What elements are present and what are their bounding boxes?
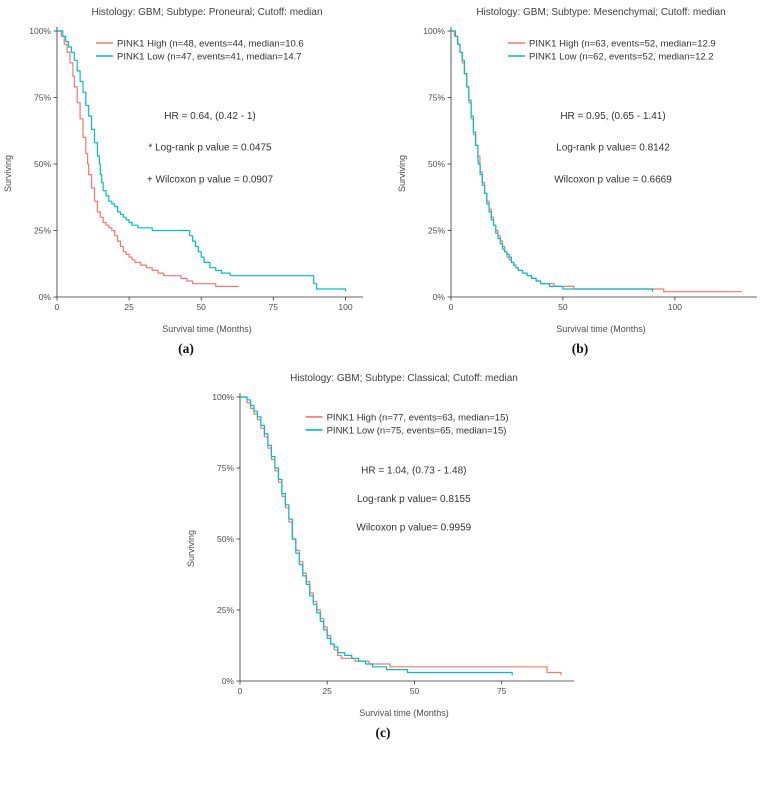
y-tick-label: 100% — [29, 26, 51, 36]
y-axis-label-a: Surviving — [3, 154, 13, 192]
km-curve-low — [240, 396, 513, 676]
chart-title-c: Histology: GBM; Subtype: Classical; Cuto… — [290, 373, 518, 384]
stats-line-2: Wilcoxon p value = 0.6669 — [554, 175, 672, 186]
y-axis-label-b: Surviving — [397, 154, 407, 192]
y-tick-label: 25% — [428, 226, 445, 236]
plot-area-a: Surviving 0% 25% 50% 75% 100% 0 25 50 75 100 PINK1… — [3, 23, 369, 323]
stats-line-1: Log-rank p value= 0.8155 — [357, 494, 471, 505]
km-curve-low — [451, 30, 654, 292]
bottom-row: Histology: GBM; Subtype: Classical; Cuto… — [0, 373, 766, 741]
x-tick-label: 75 — [497, 686, 507, 696]
panel-a: Histology: GBM; Subtype: Proneural; Cuto… — [3, 7, 369, 357]
km-curve-high — [451, 30, 742, 293]
y-tick-label: 25% — [217, 605, 234, 615]
x-tick-label: 50 — [410, 686, 420, 696]
y-tick-label: 0% — [433, 292, 446, 302]
stats-line-1: * Log-rank p value = 0.0475 — [148, 143, 272, 154]
plot-area-b: Surviving 0% 25% 50% 75% 100% 0 50 100 PINK1 Hig… — [397, 23, 763, 323]
y-tick-label: 0% — [39, 292, 52, 302]
x-tick-label: 75 — [269, 302, 279, 312]
legend-label-1: PINK1 Low (n=75, events=65, median=15) — [327, 425, 507, 436]
y-tick-label: 50% — [217, 534, 234, 544]
stats-line-0: HR = 0.64, (0.42 - 1) — [164, 111, 255, 122]
x-tick-label: 25 — [124, 302, 134, 312]
legend-label-0: PINK1 High (n=63, events=52, median=12.9 — [529, 39, 716, 50]
survival-plot-b: 0% 25% 50% 75% 100% 0 50 100 PINK1 High (n=63, e… — [423, 26, 757, 312]
x-tick-label: 0 — [55, 302, 60, 312]
y-tick-label: 75% — [428, 93, 445, 103]
panel-letter-a: (a) — [178, 341, 194, 356]
x-axis-label-c: Survival time (Months) — [359, 708, 449, 718]
chart-title-b: Histology: GBM; Subtype: Mesenchymal; Cu… — [476, 7, 726, 18]
legend-label-0: PINK1 High (n=77, events=63, median=15) — [327, 412, 509, 423]
legend-label-1: PINK1 Low (n=47, events=41, median=14.7 — [117, 52, 302, 63]
km-curve-low — [57, 30, 347, 292]
x-axis-label-a: Survival time (Months) — [162, 324, 252, 334]
panel-letter-b: (b) — [571, 341, 589, 356]
stats-line-0: HR = 1.04, (0.73 - 1.48) — [361, 466, 466, 477]
y-tick-label: 25% — [34, 226, 51, 236]
y-axis-label-c: Surviving — [186, 529, 196, 567]
panel-c: Histology: GBM; Subtype: Classical; Cuto… — [186, 373, 580, 741]
km-curve-high — [240, 396, 562, 676]
legend-label-1: PINK1 Low (n=62, events=52, median=12.2 — [529, 52, 714, 63]
y-tick-label: 100% — [212, 392, 234, 402]
panel-letter-c: (c) — [375, 725, 391, 740]
stats-line-2: Wilcoxon p value= 0.9959 — [356, 523, 471, 534]
panel-b: Histology: GBM; Subtype: Mesenchymal; Cu… — [397, 7, 763, 357]
x-tick-label: 25 — [322, 686, 332, 696]
plot-area-c: Surviving 0% 25% 50% 75% 100% 0 25 50 75 PINK1 Hi… — [186, 389, 580, 707]
km-curve-high — [57, 30, 239, 287]
stats-line-1: Log-rank p value= 0.8142 — [556, 143, 670, 154]
survival-plot-c: 0% 25% 50% 75% 100% 0 25 50 75 PINK1 High (n=77, … — [212, 392, 574, 696]
y-tick-label: 50% — [34, 159, 51, 169]
x-tick-label: 50 — [196, 302, 206, 312]
y-tick-label: 75% — [217, 463, 234, 473]
survival-plot-a: 0% 25% 50% 75% 100% 0 25 50 75 100 PINK1 High (n=4… — [29, 26, 363, 312]
top-row: Histology: GBM; Subtype: Proneural; Cuto… — [0, 7, 766, 357]
y-tick-label: 50% — [428, 159, 445, 169]
stats-line-2: + Wilcoxon p value = 0.0907 — [147, 175, 274, 186]
y-tick-label: 75% — [34, 93, 51, 103]
stats-line-0: HR = 0.95, (0.65 - 1.41) — [560, 111, 665, 122]
y-tick-label: 0% — [222, 676, 235, 686]
x-tick-label: 0 — [449, 302, 454, 312]
chart-title-a: Histology: GBM; Subtype: Proneural; Cuto… — [91, 7, 323, 18]
x-tick-label: 100 — [668, 302, 682, 312]
x-axis-label-b: Survival time (Months) — [556, 324, 646, 334]
y-tick-label: 100% — [423, 26, 445, 36]
x-tick-label: 0 — [238, 686, 243, 696]
x-tick-label: 50 — [558, 302, 568, 312]
legend-label-0: PINK1 High (n=48, events=44, median=10.6 — [117, 39, 304, 50]
x-tick-label: 100 — [338, 302, 352, 312]
